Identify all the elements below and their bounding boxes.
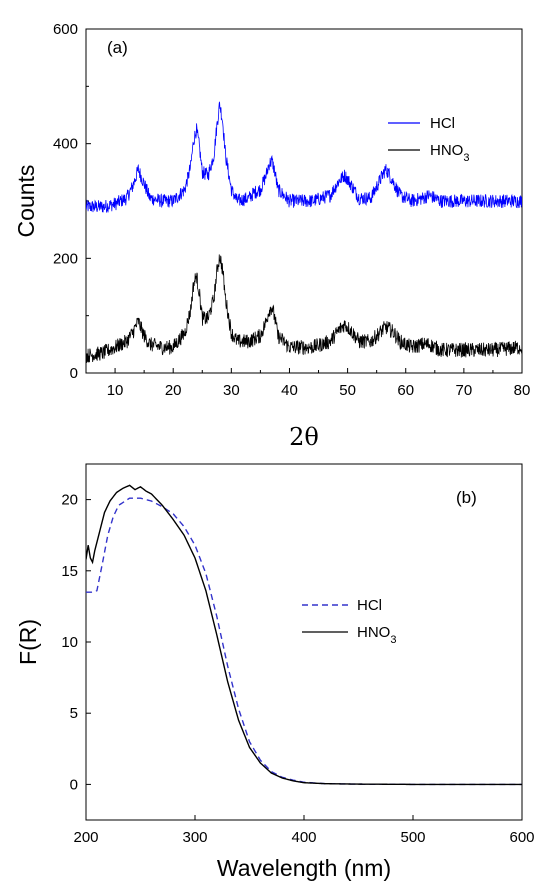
x-tick-label: 50: [339, 382, 356, 399]
y-axis-title: F(R): [15, 619, 41, 665]
legend-label-hno3: HNO3: [357, 624, 396, 646]
x-tick-label: 10: [107, 382, 124, 399]
x-tick-label: 600: [509, 829, 534, 846]
x-tick-label: 60: [397, 382, 414, 399]
x-tick-label: 400: [291, 829, 316, 846]
legend-label-hcl: HCl: [430, 115, 455, 132]
legend: HCl HNO3: [302, 597, 396, 646]
y-tick-label: 5: [70, 705, 78, 722]
chart-panel-b: (b) F(R) Wavelength (nm) HCl HNO3 200 300…: [15, 463, 535, 881]
y-tick-label: 0: [70, 365, 78, 382]
x-tick-label: 500: [400, 829, 425, 846]
x-tick-label: 40: [281, 382, 298, 399]
legend-label-hno3: HNO3: [430, 142, 469, 164]
y-axis-title: Counts: [13, 165, 39, 238]
x-tick-label: 30: [223, 382, 240, 399]
y-tick-label: 200: [53, 250, 78, 267]
series-line-hcl: [86, 497, 522, 786]
y-tick-label: 15: [61, 563, 78, 580]
plot-frame: [85, 463, 523, 821]
x-tick-label: 80: [514, 382, 531, 399]
x-tick-label: 70: [456, 382, 473, 399]
chart-panel-a: (a) Counts 2θ HCl HNO3 10 20 30 40 50 60 70 80 0…: [13, 21, 530, 451]
legend: HCl HNO3: [388, 115, 469, 164]
x-axis-title: 2θ: [289, 423, 319, 451]
y-tick-label: 600: [53, 21, 78, 38]
y-tick-label: 10: [61, 634, 78, 651]
legend-label-hcl: HCl: [357, 597, 382, 614]
panel-label: (a): [107, 38, 128, 57]
panel-label: (b): [456, 488, 477, 507]
y-tick-label: 400: [53, 136, 78, 153]
x-tick-label: 20: [165, 382, 182, 399]
x-axis-title: Wavelength (nm): [217, 855, 391, 881]
y-tick-label: 20: [61, 492, 78, 509]
series-line-hno3: [86, 254, 522, 364]
series-line-hcl: [86, 101, 522, 213]
series-line-hno3: [86, 484, 522, 786]
x-tick-label: 300: [182, 829, 207, 846]
y-tick-label: 0: [70, 776, 78, 793]
x-tick-label: 200: [73, 829, 98, 846]
